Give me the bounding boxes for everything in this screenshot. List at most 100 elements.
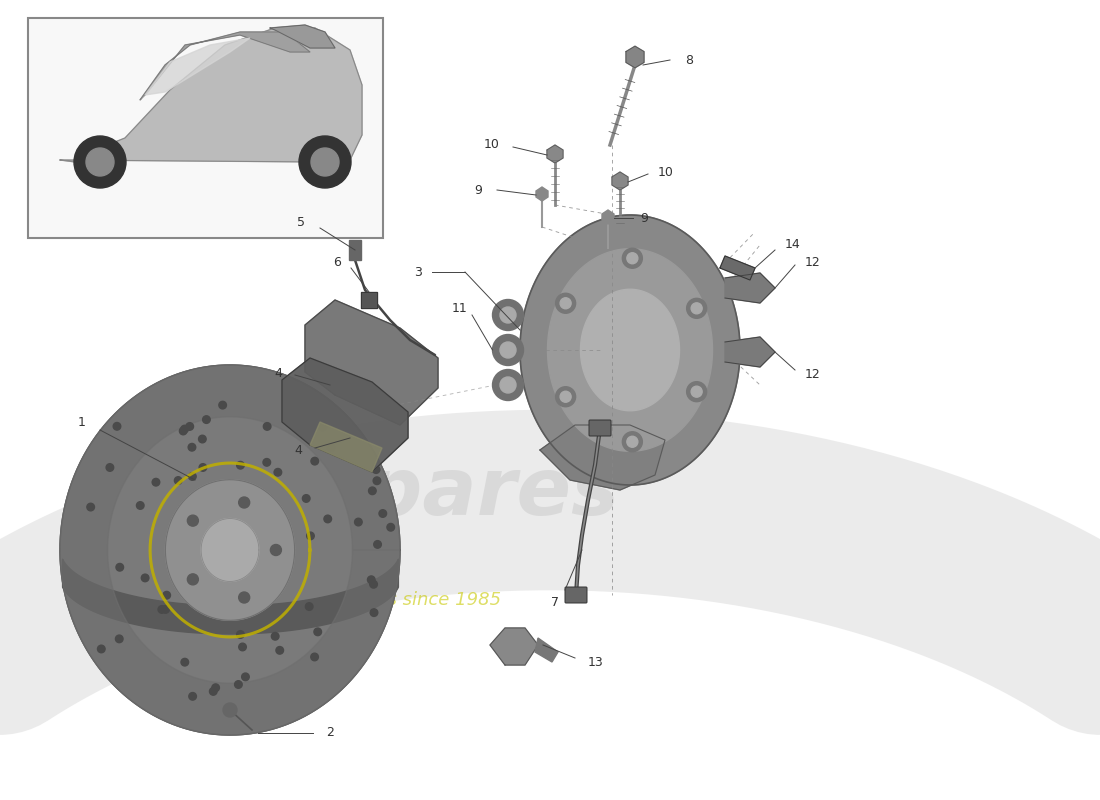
Circle shape [263,422,271,430]
Text: 11: 11 [452,302,468,314]
Polygon shape [535,638,558,662]
Text: eurospares: eurospares [110,454,619,532]
Circle shape [74,136,126,188]
Circle shape [686,382,706,402]
Circle shape [307,532,315,540]
Circle shape [370,581,377,588]
Text: 1: 1 [78,415,86,429]
Circle shape [202,416,210,423]
Text: 10: 10 [658,166,674,178]
Circle shape [368,487,376,494]
Polygon shape [305,300,438,425]
Polygon shape [720,256,755,280]
Circle shape [272,633,279,640]
Polygon shape [60,365,400,735]
Text: 4: 4 [274,366,282,379]
Polygon shape [581,290,680,410]
Circle shape [87,503,95,511]
Circle shape [116,635,123,642]
Circle shape [372,466,379,474]
Polygon shape [536,187,548,201]
Circle shape [311,653,318,661]
Text: 8: 8 [685,54,693,66]
Text: 7: 7 [551,595,559,609]
Circle shape [323,515,331,522]
Circle shape [152,478,160,486]
Circle shape [182,658,188,666]
Polygon shape [270,25,336,48]
Polygon shape [490,628,538,665]
Circle shape [387,523,395,531]
Circle shape [379,510,386,518]
Circle shape [556,294,575,314]
Text: 12: 12 [805,369,821,382]
Circle shape [627,436,638,447]
FancyBboxPatch shape [28,18,383,238]
Circle shape [163,591,170,599]
Circle shape [500,307,516,323]
Circle shape [175,477,182,484]
Circle shape [86,148,114,176]
Polygon shape [310,422,382,472]
Circle shape [327,444,334,451]
Circle shape [500,377,516,393]
Polygon shape [60,365,400,735]
Circle shape [188,443,196,451]
Polygon shape [540,425,666,490]
Circle shape [236,630,244,638]
Text: 9: 9 [474,183,482,197]
Polygon shape [547,145,563,163]
Circle shape [556,386,575,406]
Circle shape [493,334,524,366]
Circle shape [493,370,524,401]
Circle shape [623,248,642,268]
Circle shape [493,299,524,330]
Circle shape [189,693,197,700]
Circle shape [299,136,351,188]
Circle shape [186,422,194,430]
Circle shape [314,628,321,636]
Circle shape [223,703,236,717]
Polygon shape [201,518,258,582]
Circle shape [199,464,207,471]
Circle shape [686,298,706,318]
Polygon shape [145,38,250,95]
Circle shape [500,342,516,358]
Circle shape [373,477,381,485]
Circle shape [113,422,121,430]
Text: 2: 2 [326,726,334,739]
Circle shape [158,606,166,614]
Text: 10: 10 [484,138,500,151]
Circle shape [274,469,282,476]
Text: 6: 6 [333,255,341,269]
Circle shape [319,423,327,430]
Polygon shape [725,273,775,303]
Circle shape [180,426,188,433]
Text: 4: 4 [294,443,302,457]
Circle shape [179,427,187,434]
Polygon shape [165,480,295,620]
Circle shape [354,518,362,526]
Circle shape [371,609,377,617]
Circle shape [627,253,638,264]
FancyBboxPatch shape [588,420,610,436]
Circle shape [311,458,319,465]
Polygon shape [282,358,408,472]
Circle shape [306,602,313,610]
Circle shape [198,435,206,443]
Circle shape [242,673,250,681]
Circle shape [234,681,242,688]
Polygon shape [626,46,644,68]
Circle shape [271,545,282,555]
Circle shape [302,494,310,502]
Text: 14: 14 [785,238,801,251]
Circle shape [141,574,149,582]
Circle shape [239,643,246,650]
Polygon shape [548,249,713,451]
Circle shape [219,402,227,409]
Circle shape [374,541,382,548]
Circle shape [263,458,271,466]
Text: 12: 12 [805,255,821,269]
Text: 9: 9 [640,211,648,225]
FancyBboxPatch shape [565,587,587,603]
